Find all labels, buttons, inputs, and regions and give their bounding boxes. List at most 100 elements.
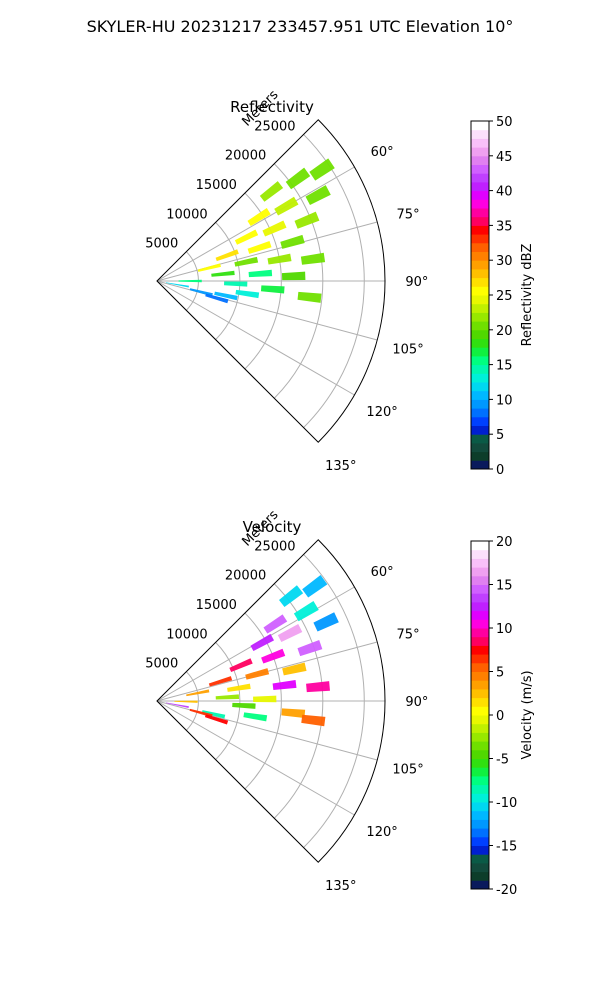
- radial-tick-label: 10000: [166, 207, 207, 222]
- colorbar-segment: [471, 584, 489, 594]
- colorbar-label: Reflectivity dBZ: [520, 244, 535, 347]
- radar-cell: [261, 648, 286, 664]
- radar-cell: [235, 289, 260, 299]
- colorbar-segment: [471, 749, 489, 759]
- colorbar-segment: [471, 373, 489, 383]
- colorbar-segment: [471, 706, 489, 716]
- velocity-panel: Velocity 500010000150002000025000Meters6…: [145, 507, 535, 898]
- colorbar-segment: [471, 619, 489, 629]
- colorbar-segment: [471, 251, 489, 261]
- radar-cell: [205, 293, 229, 304]
- radar-cell: [262, 220, 287, 237]
- colorbar-segment: [471, 329, 489, 339]
- colorbar-tick-label: 25: [496, 289, 513, 304]
- colorbar-segment: [471, 845, 489, 855]
- colorbar-segment: [471, 636, 489, 646]
- colorbar-segment: [471, 793, 489, 803]
- colorbar-segment: [471, 129, 489, 139]
- angle-tick-label: 135°: [325, 879, 356, 894]
- colorbar-segment: [471, 234, 489, 244]
- colorbar: 0 5 10 15 20 25 30 35 40 45 50 Reflectivity dBZ: [470, 115, 535, 478]
- radar-cell: [294, 211, 320, 229]
- colorbar-segment: [471, 399, 489, 409]
- angular-gridline: [156, 221, 378, 282]
- radial-tick-label: 25000: [254, 539, 295, 554]
- velocity-title: Velocity: [243, 518, 302, 536]
- radar-cell: [272, 680, 297, 690]
- colorbar-segment: [471, 147, 489, 157]
- colorbar-segment: [471, 697, 489, 707]
- reflectivity-panel: Reflectivity 500010000150002000025000Met…: [145, 87, 535, 478]
- colorbar-segment: [471, 121, 489, 131]
- colorbar-segment: [471, 828, 489, 838]
- angle-tick-label: 105°: [392, 342, 423, 357]
- radar-cell: [267, 253, 292, 265]
- colorbar-segment: [471, 732, 489, 742]
- colorbar-tick-label: -5: [496, 753, 509, 768]
- colorbar-segment: [471, 741, 489, 751]
- radar-cell: [215, 249, 239, 262]
- colorbar-segment: [471, 295, 489, 305]
- colorbar-tick-label: -10: [496, 796, 517, 811]
- colorbar-segment: [471, 303, 489, 313]
- colorbar-segment: [471, 416, 489, 426]
- colorbar-segment: [471, 216, 489, 226]
- colorbar-tick-label: 20: [496, 535, 513, 550]
- radar-cell: [279, 585, 304, 608]
- colorbar-tick-label: -20: [496, 883, 517, 898]
- colorbar-segment: [471, 164, 489, 174]
- colorbar-segment: [471, 645, 489, 655]
- radar-cell: [165, 702, 189, 709]
- radar-cell: [211, 270, 235, 277]
- sector-outline: [156, 119, 386, 443]
- colorbar-segment: [471, 671, 489, 681]
- angle-tick-label: 75°: [397, 208, 420, 223]
- radar-cell: [234, 256, 259, 267]
- radar-cell: [302, 575, 328, 598]
- colorbar-tick-label: 35: [496, 219, 513, 234]
- radar-cell: [306, 681, 330, 693]
- colorbar-segment: [471, 558, 489, 568]
- angle-tick-label: 120°: [366, 405, 397, 420]
- radial-tick-label: 15000: [196, 178, 237, 193]
- colorbar-segment: [471, 715, 489, 725]
- colorbar-segment: [471, 862, 489, 873]
- radar-cell: [174, 700, 198, 703]
- colorbar-segment: [471, 338, 489, 348]
- radar-cell: [297, 291, 322, 303]
- colorbar-segment: [471, 355, 489, 366]
- colorbar-segment: [471, 601, 489, 612]
- angle-tick-label: 60°: [371, 145, 394, 160]
- colorbar-segment: [471, 784, 489, 794]
- colorbar-segment: [471, 593, 489, 603]
- colorbar-segment: [471, 758, 489, 768]
- radar-cell: [243, 712, 268, 722]
- colorbar-segment: [471, 242, 489, 252]
- angular-gridline: [156, 700, 355, 816]
- colorbar-tick-label: 0: [496, 463, 504, 478]
- radar-cell: [313, 612, 339, 632]
- colorbar-segment: [471, 775, 489, 786]
- colorbar-segment: [471, 434, 489, 444]
- colorbar-segment: [471, 225, 489, 235]
- colorbar-tick-label: 40: [496, 185, 513, 200]
- colorbar-segment: [471, 871, 489, 881]
- colorbar-segment: [471, 802, 489, 812]
- colorbar-segment: [471, 382, 489, 392]
- colorbar-tick-label: 5: [496, 666, 504, 681]
- colorbar-segment: [471, 610, 489, 620]
- colorbar-segment: [471, 541, 489, 551]
- colorbar-tick-label: 5: [496, 428, 504, 443]
- colorbar-segment: [471, 680, 489, 690]
- colorbar-segment: [471, 268, 489, 279]
- radar-cell: [297, 640, 323, 657]
- radar-cell: [234, 229, 259, 245]
- colorbar-tick-label: 45: [496, 150, 513, 165]
- radar-cell: [281, 708, 306, 719]
- angle-tick-label: 90°: [405, 275, 428, 290]
- radial-tick-label: 10000: [166, 627, 207, 642]
- colorbar-segment: [471, 286, 489, 296]
- angle-tick-label: 135°: [325, 459, 356, 474]
- radar-cell: [224, 281, 248, 287]
